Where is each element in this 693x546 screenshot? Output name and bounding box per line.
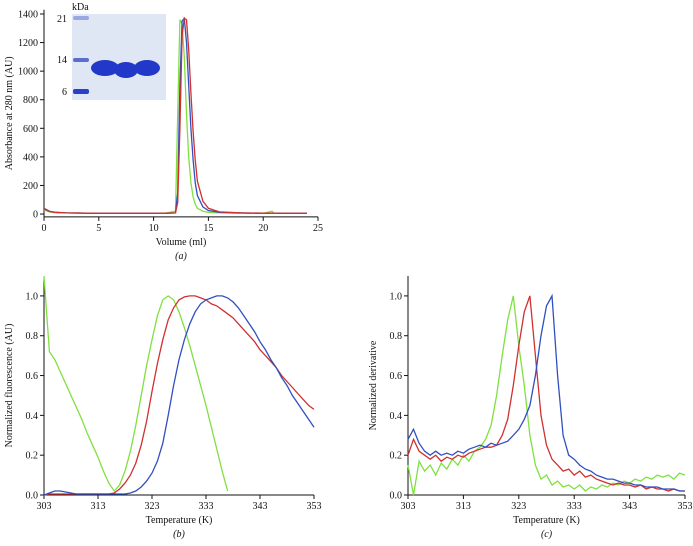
x-tick-label: 313 bbox=[456, 501, 471, 512]
y-tick-label: 600 bbox=[23, 124, 38, 135]
y-tick-label: 0.0 bbox=[26, 491, 39, 502]
y-tick-label: 0.2 bbox=[390, 451, 403, 462]
inset-marker: 14 bbox=[57, 55, 67, 66]
series-line bbox=[43, 295, 315, 496]
x-tick-label: 15 bbox=[203, 223, 213, 234]
y-tick-label: 1200 bbox=[18, 38, 38, 49]
y-axis-label: Normalized derivative bbox=[368, 340, 379, 430]
y-axis-label: Absorbance at 280 nm (AU) bbox=[4, 56, 15, 170]
x-tick-label: 353 bbox=[678, 501, 693, 512]
x-tick-label: 353 bbox=[307, 501, 322, 512]
x-tick-label: 25 bbox=[313, 223, 323, 234]
panel-caption: (a) bbox=[175, 251, 187, 262]
y-tick-label: 0.8 bbox=[390, 331, 403, 342]
gel-inset: kDa 21 14 6 bbox=[57, 2, 166, 100]
y-tick-label: 1400 bbox=[18, 9, 38, 20]
x-tick-label: 10 bbox=[149, 223, 159, 234]
inset-marker: 6 bbox=[62, 87, 67, 98]
y-tick-label: 0.4 bbox=[26, 411, 39, 422]
x-tick-label: 323 bbox=[145, 501, 160, 512]
x-axis-label: Temperature (K) bbox=[513, 515, 580, 526]
y-tick-label: 0.4 bbox=[390, 411, 403, 422]
x-tick-label: 20 bbox=[258, 223, 268, 234]
y-tick-label: 1000 bbox=[18, 67, 38, 78]
series-line bbox=[407, 293, 685, 492]
y-tick-label: 400 bbox=[23, 152, 38, 163]
y-tick-label: 200 bbox=[23, 181, 38, 192]
x-tick-label: 5 bbox=[96, 223, 101, 234]
y-tick-label: 1.0 bbox=[390, 291, 403, 302]
x-axis-label: Temperature (K) bbox=[146, 515, 213, 526]
x-tick-label: 323 bbox=[511, 501, 526, 512]
x-tick-label: 303 bbox=[401, 501, 416, 512]
protein-band bbox=[134, 60, 160, 76]
x-tick-label: 343 bbox=[622, 501, 637, 512]
inset-marker: 21 bbox=[57, 14, 67, 25]
series-line bbox=[43, 275, 229, 493]
x-tick-label: 343 bbox=[253, 501, 268, 512]
series-line bbox=[407, 295, 686, 496]
x-tick-label: 333 bbox=[567, 501, 582, 512]
series-line bbox=[407, 295, 685, 492]
y-axis-label: Normalized fluorescence (AU) bbox=[4, 324, 15, 448]
gel-background bbox=[72, 14, 166, 100]
protein-band bbox=[114, 62, 138, 78]
y-tick-label: 800 bbox=[23, 95, 38, 106]
y-tick-label: 0.8 bbox=[26, 331, 39, 342]
ladder-band bbox=[73, 58, 89, 62]
x-tick-label: 313 bbox=[91, 501, 106, 512]
y-tick-label: 0.2 bbox=[26, 451, 39, 462]
inset-unit: kDa bbox=[72, 2, 89, 13]
y-tick-label: 0.6 bbox=[390, 371, 403, 382]
series-line bbox=[43, 295, 315, 496]
panel-caption: (b) bbox=[173, 529, 185, 540]
ladder-band bbox=[73, 89, 89, 94]
x-tick-label: 333 bbox=[199, 501, 214, 512]
y-tick-label: 1.0 bbox=[26, 291, 39, 302]
x-tick-label: 0 bbox=[42, 223, 47, 234]
x-tick-label: 303 bbox=[37, 501, 52, 512]
y-tick-label: 0 bbox=[33, 210, 38, 221]
y-tick-label: 0.6 bbox=[26, 371, 39, 382]
ladder-band bbox=[73, 16, 89, 20]
protein-band bbox=[91, 60, 119, 76]
x-axis-label: Volume (ml) bbox=[156, 237, 207, 248]
panel-caption: (c) bbox=[541, 529, 553, 540]
series-line bbox=[43, 17, 307, 214]
y-tick-label: 0.0 bbox=[390, 491, 403, 502]
